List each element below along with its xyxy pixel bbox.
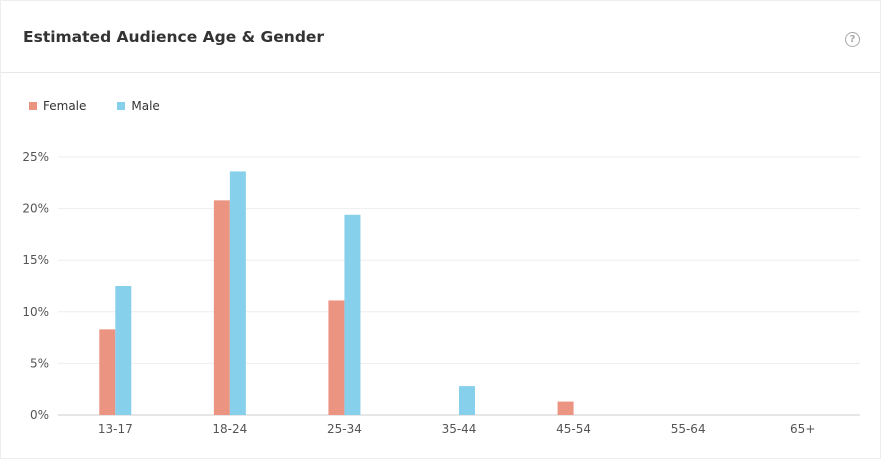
y-tick-label: 25% bbox=[22, 150, 49, 164]
y-tick-label: 10% bbox=[22, 305, 49, 319]
y-tick-label: 15% bbox=[22, 253, 49, 267]
legend-label-female: Female bbox=[43, 99, 87, 113]
legend: Female Male bbox=[29, 99, 160, 113]
x-tick-label: 45-54 bbox=[556, 422, 591, 436]
bars bbox=[99, 171, 574, 415]
bar-female-25-34[interactable] bbox=[328, 300, 345, 415]
legend-swatch-female bbox=[29, 102, 37, 110]
x-tick-label: 35-44 bbox=[442, 422, 477, 436]
y-tick-label: 5% bbox=[30, 356, 49, 370]
y-tick-label: 20% bbox=[22, 202, 49, 216]
bar-female-13-17[interactable] bbox=[99, 329, 116, 415]
x-axis-ticks: 13-17 18-24 25-34 35-44 45-54 55-64 65+ bbox=[98, 422, 816, 436]
x-tick-label: 65+ bbox=[790, 422, 815, 436]
bar-male-18-24[interactable] bbox=[229, 171, 246, 415]
card-header: Estimated Audience Age & Gender ? bbox=[1, 1, 880, 73]
bar-male-13-17[interactable] bbox=[115, 286, 132, 415]
card-title: Estimated Audience Age & Gender bbox=[23, 28, 325, 46]
x-tick-label: 25-34 bbox=[327, 422, 362, 436]
legend-swatch-male bbox=[117, 102, 126, 110]
x-tick-label: 55-64 bbox=[671, 422, 706, 436]
y-tick-label: 0% bbox=[30, 408, 49, 422]
legend-item-female[interactable]: Female bbox=[29, 99, 86, 113]
legend-label-male: Male bbox=[131, 99, 160, 113]
bar-male-35-44[interactable] bbox=[459, 386, 475, 415]
x-tick-label: 13-17 bbox=[98, 422, 133, 436]
x-tick-label: 18-24 bbox=[212, 422, 247, 436]
y-axis-ticks: 0% 5% 10% 15% 20% 25% bbox=[22, 150, 49, 422]
bar-female-18-24[interactable] bbox=[213, 200, 230, 415]
bar-female-45-54[interactable] bbox=[557, 401, 574, 415]
question-circle-icon[interactable]: ? bbox=[845, 32, 860, 47]
legend-item-male[interactable]: Male bbox=[117, 99, 160, 113]
grid-lines bbox=[58, 156, 860, 416]
bar-male-25-34[interactable] bbox=[344, 214, 361, 415]
